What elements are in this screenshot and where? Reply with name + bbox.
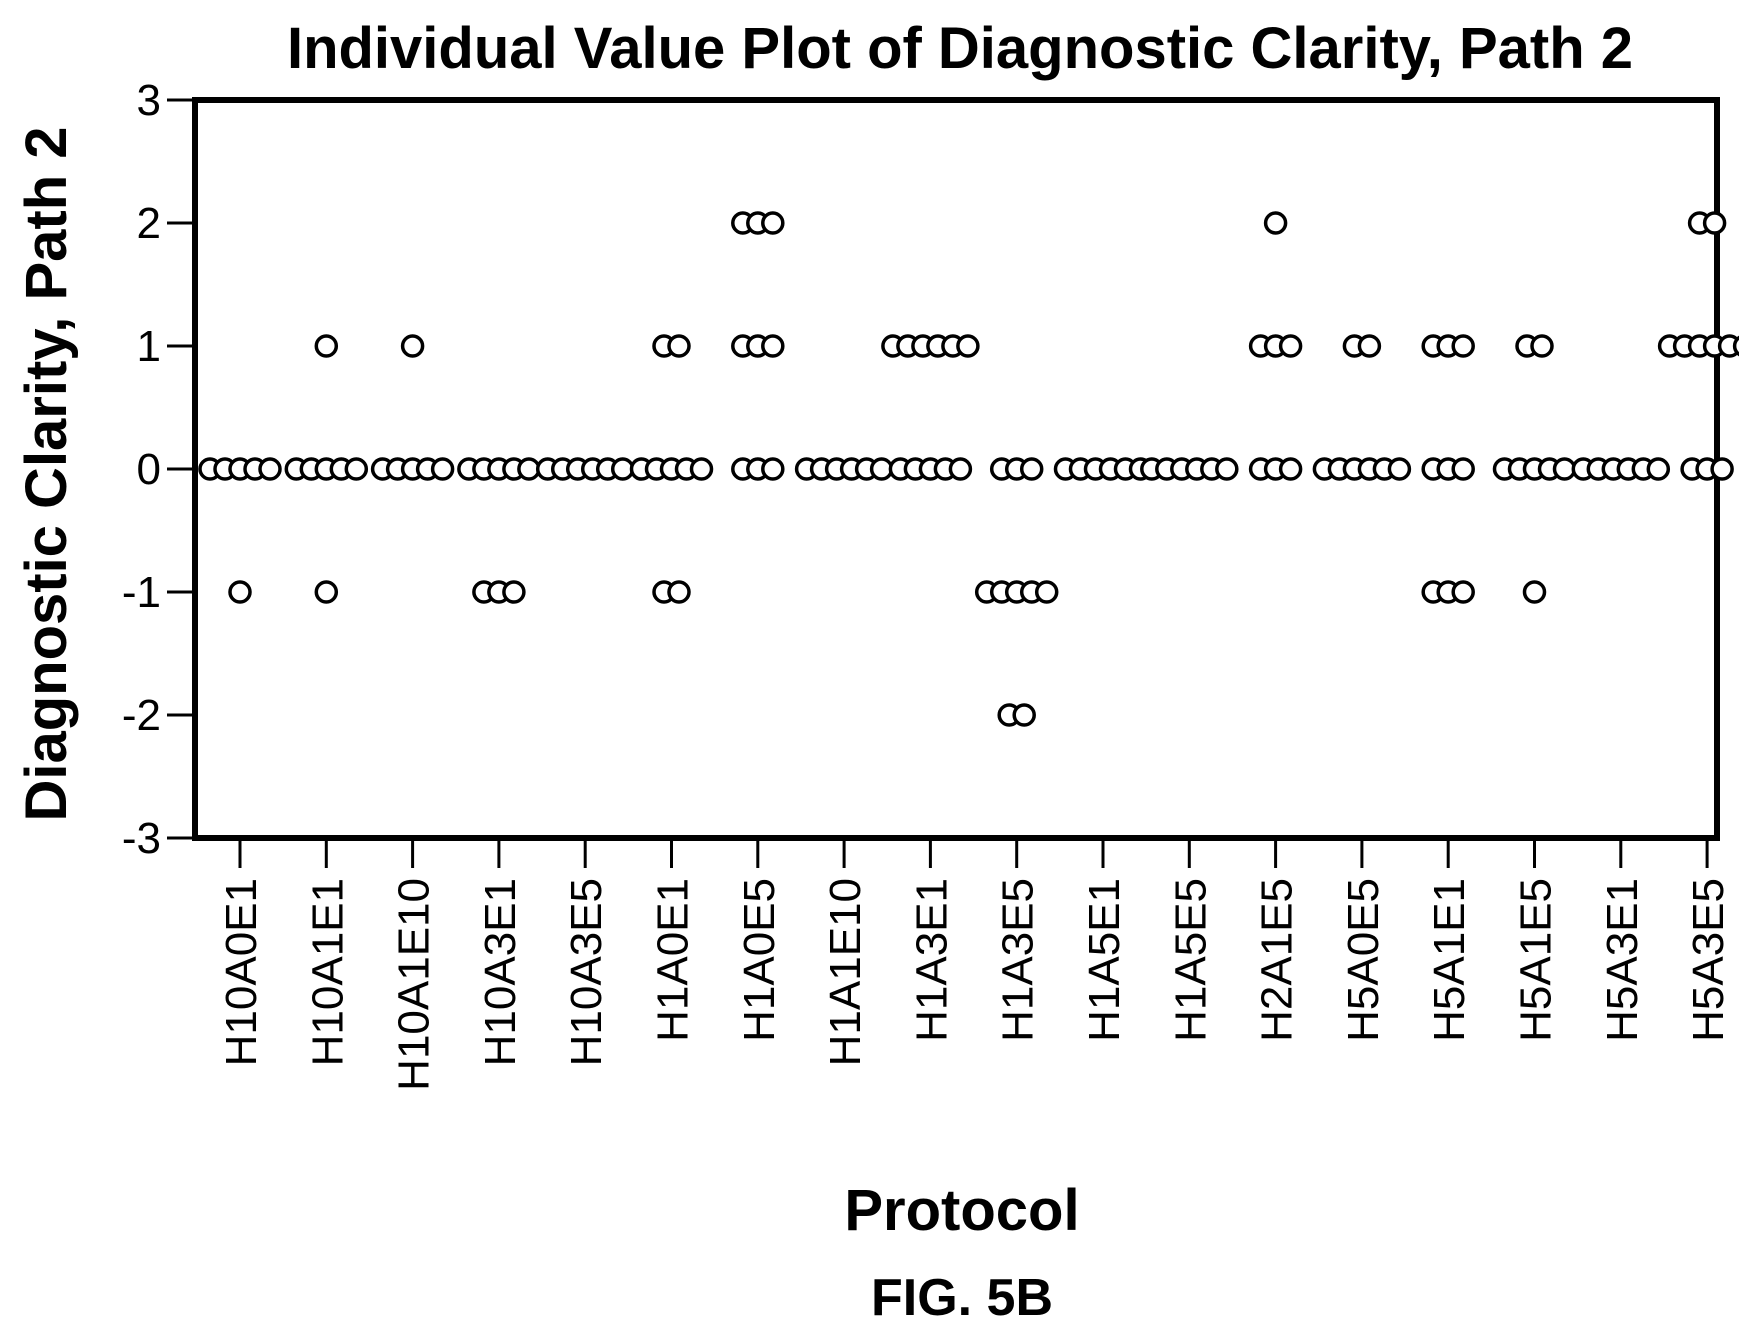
y-tick-label: -3 [122,814,161,863]
data-point [1732,335,1739,357]
data-point [430,457,455,481]
data-point [689,457,714,481]
x-category-label: H10A1E1 [303,878,352,1066]
x-category-label: H1A0E5 [735,878,784,1042]
data-point [1530,334,1554,358]
data-point [502,580,526,604]
y-axis: 3 2 1 0 -1 -2 -3 [122,76,195,863]
x-category-label: H5A1E5 [1512,878,1561,1042]
data-point [314,334,339,358]
x-category-label: H1A5E1 [1080,878,1129,1042]
data-point [1522,580,1547,604]
y-tick-label: -2 [122,691,161,740]
data-point [228,580,252,604]
x-category-label: H1A3E1 [907,878,956,1042]
data-point [344,457,369,481]
x-category-label: H10A3E1 [476,878,525,1066]
x-category-label: H5A3E1 [1598,878,1647,1042]
data-point [1278,457,1303,481]
data-point [667,334,691,358]
data-point [1646,457,1671,481]
data-point [1451,457,1475,481]
data-point [1552,457,1577,481]
data-point [761,334,785,358]
y-tick-label: 2 [137,199,161,248]
x-category-label: H5A3E5 [1684,878,1733,1042]
data-point [314,580,339,604]
data-point [1012,703,1036,727]
x-category-label: H1A3E5 [994,878,1043,1042]
data-point [1451,580,1475,604]
data-point [1215,457,1239,481]
data-point [948,457,973,481]
data-point [400,334,425,358]
x-axis: H10A0E1 H10A1E1 H10A1E10 H10A3E1 H10A3E5 H1A0… [217,838,1733,1091]
data-point [1019,457,1044,481]
x-category-label: H10A0E1 [217,878,266,1066]
chart-title: Individual Value Plot of Diagnostic Clar… [287,16,1633,81]
data-point [1357,334,1382,358]
data-point [1451,334,1475,358]
data-point [1263,211,1288,235]
data-point [1387,457,1412,481]
x-category-label: H1A0E1 [649,878,698,1042]
y-tick-label: -1 [122,568,161,617]
data-point [610,457,635,481]
data-point [1278,334,1303,358]
x-category-label: H10A1E10 [390,878,439,1091]
x-category-label: H5A0E5 [1339,878,1388,1042]
data-point [517,457,541,481]
x-category-label: H2A1E5 [1253,878,1302,1042]
data-point [258,457,282,481]
data-point [956,334,980,358]
x-category-label: H1A1E10 [821,878,870,1066]
data-point [1034,580,1059,604]
x-category-label: H10A3E5 [562,878,611,1066]
y-axis-title: Diagnostic Clarity, Path 2 [14,126,79,821]
x-category-label: H5A1E1 [1425,878,1474,1042]
data-point [869,457,894,481]
data-point [1710,457,1734,481]
y-tick-label: 3 [137,76,161,125]
x-category-label: H1A5E5 [1166,878,1215,1042]
figure-caption: FIG. 5B [871,1269,1053,1327]
data-point [1702,211,1727,235]
data-point [761,211,785,235]
data-point [761,457,785,481]
data-point [667,580,691,604]
x-axis-title: Protocol [844,1178,1079,1243]
y-tick-label: 1 [137,322,161,371]
data-points [198,211,1739,727]
y-tick-label: 0 [137,445,161,494]
